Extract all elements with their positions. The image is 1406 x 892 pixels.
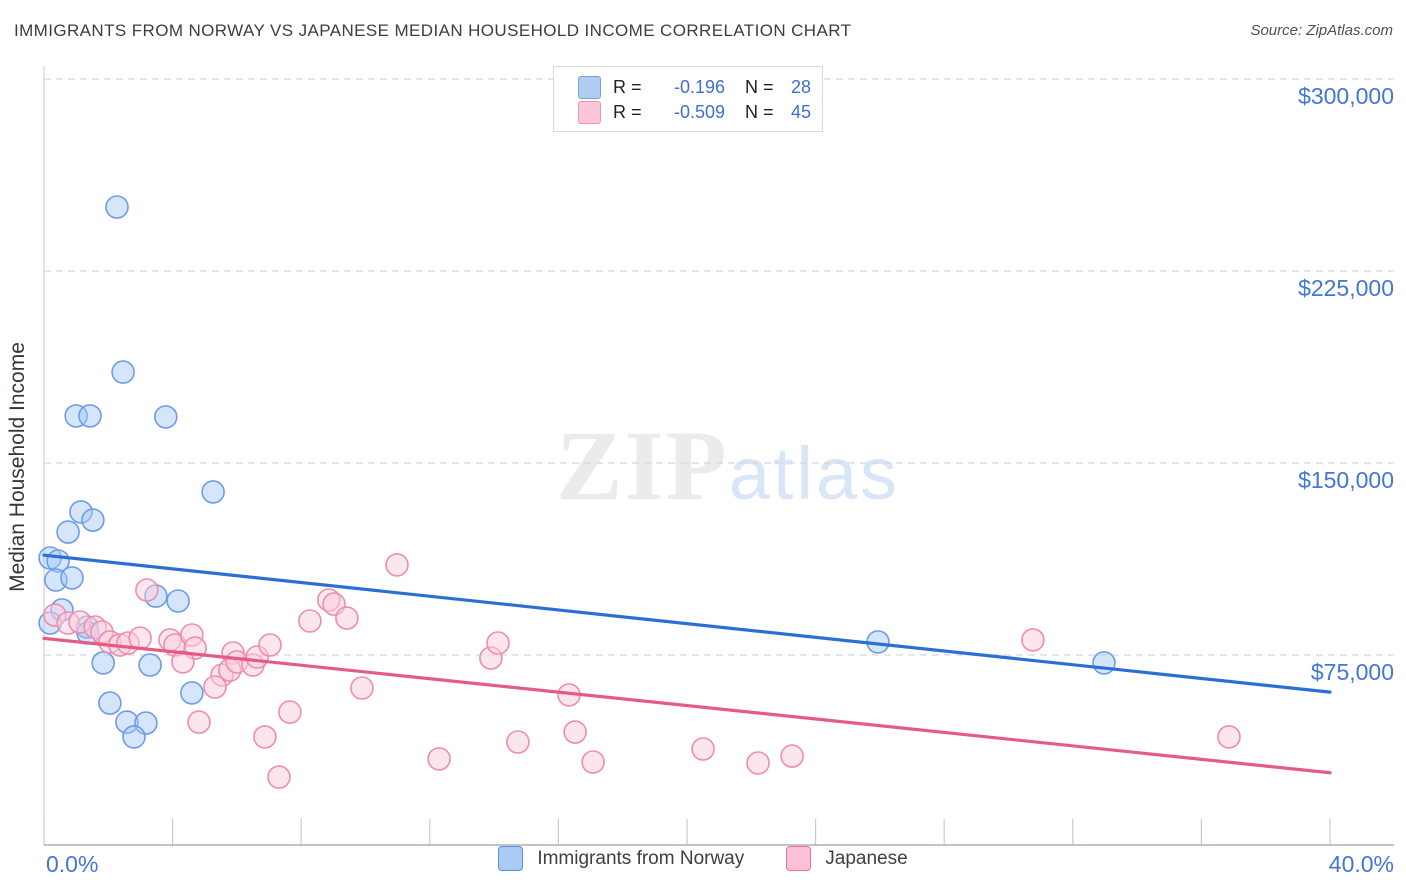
scatter-point-norway xyxy=(166,589,190,613)
legend-item-norway: Immigrants from Norway xyxy=(498,846,744,871)
scatter-point-japanese xyxy=(385,553,409,577)
scatter-point-norway xyxy=(154,405,178,429)
scatter-point-japanese xyxy=(746,751,770,775)
scatter-point-norway xyxy=(69,500,93,524)
scatter-point-norway xyxy=(81,508,105,532)
x-tick-label-min: 0.0% xyxy=(46,851,98,877)
scatter-point-japanese xyxy=(581,750,605,774)
scatter-point-norway xyxy=(122,725,146,749)
norway-series-swatch xyxy=(578,76,601,99)
n-value-norway: 28 xyxy=(790,77,811,97)
scatter-point-japanese xyxy=(427,747,451,771)
scatter-point-japanese xyxy=(350,676,374,700)
y-tick-label: $225,000 xyxy=(1298,275,1394,301)
y-tick-label: $150,000 xyxy=(1298,467,1394,493)
scatter-point-japanese xyxy=(128,626,152,650)
correlation-legend-box: R = -0.196 N = 28 R = -0.509 N = 45 xyxy=(553,66,823,132)
scatter-point-norway xyxy=(64,404,88,428)
y-tick-label: $75,000 xyxy=(1311,659,1394,685)
japanese-series-swatch xyxy=(578,101,601,124)
scatter-point-norway xyxy=(1092,651,1116,675)
scatter-point-japanese xyxy=(187,710,211,734)
scatter-point-norway xyxy=(138,653,162,677)
scatter-point-japanese xyxy=(691,737,715,761)
series-legend: Immigrants from Norway Japanese xyxy=(0,846,1406,871)
trend-line-japanese xyxy=(42,636,1332,775)
scatter-point-japanese xyxy=(486,631,510,655)
zipatlas-watermark: ZIPatlas xyxy=(556,408,900,523)
source-attribution: Source: ZipAtlas.com xyxy=(1250,22,1393,39)
scatter-point-japanese xyxy=(506,730,530,754)
correlation-legend-row-norway: R = -0.196 N = 28 xyxy=(578,75,822,100)
scatter-point-japanese xyxy=(135,578,159,602)
trend-line-norway xyxy=(42,553,1332,694)
scatter-point-japanese xyxy=(203,675,227,699)
scatter-point-japanese xyxy=(1021,628,1045,652)
scatter-point-norway xyxy=(91,651,115,675)
norway-legend-swatch xyxy=(498,846,524,871)
watermark-zip: ZIP xyxy=(556,410,729,521)
r-label: R = xyxy=(613,77,642,97)
scatter-point-japanese xyxy=(1217,725,1241,749)
n-label: N = xyxy=(745,102,774,122)
scatter-point-norway xyxy=(78,404,102,428)
scatter-point-norway xyxy=(201,480,225,504)
scatter-point-japanese xyxy=(298,609,322,633)
scatter-point-japanese xyxy=(278,700,302,724)
scatter-point-japanese xyxy=(563,720,587,744)
japanese-legend-label: Japanese xyxy=(825,847,908,869)
correlation-legend-row-japanese: R = -0.509 N = 45 xyxy=(578,100,822,125)
n-value-japanese: 45 xyxy=(790,102,811,122)
r-label: R = xyxy=(613,102,642,122)
y-tick-label: $300,000 xyxy=(1298,83,1394,109)
scatter-point-norway xyxy=(105,195,129,219)
legend-item-japanese: Japanese xyxy=(786,846,908,871)
scatter-point-norway xyxy=(56,520,80,544)
page-title: IMMIGRANTS FROM NORWAY VS JAPANESE MEDIA… xyxy=(14,21,852,40)
scatter-point-japanese xyxy=(253,725,277,749)
scatter-point-norway xyxy=(115,710,139,734)
x-tick-label-max: 40.0% xyxy=(1329,851,1394,877)
japanese-legend-swatch xyxy=(786,846,812,871)
norway-legend-label: Immigrants from Norway xyxy=(537,847,745,869)
n-label: N = xyxy=(745,77,774,97)
scatter-point-japanese xyxy=(267,765,291,789)
scatter-point-japanese xyxy=(335,606,359,630)
scatter-point-norway xyxy=(180,681,204,705)
scatter-point-norway xyxy=(60,566,84,590)
scatter-point-norway xyxy=(111,360,135,384)
watermark-atlas: atlas xyxy=(728,432,901,515)
r-value-japanese: -0.509 xyxy=(673,102,725,122)
scatter-point-japanese xyxy=(780,744,804,768)
scatter-point-norway xyxy=(98,691,122,715)
scatter-point-japanese xyxy=(258,633,282,657)
scatter-point-japanese xyxy=(171,650,195,674)
r-value-norway: -0.196 xyxy=(673,77,725,97)
